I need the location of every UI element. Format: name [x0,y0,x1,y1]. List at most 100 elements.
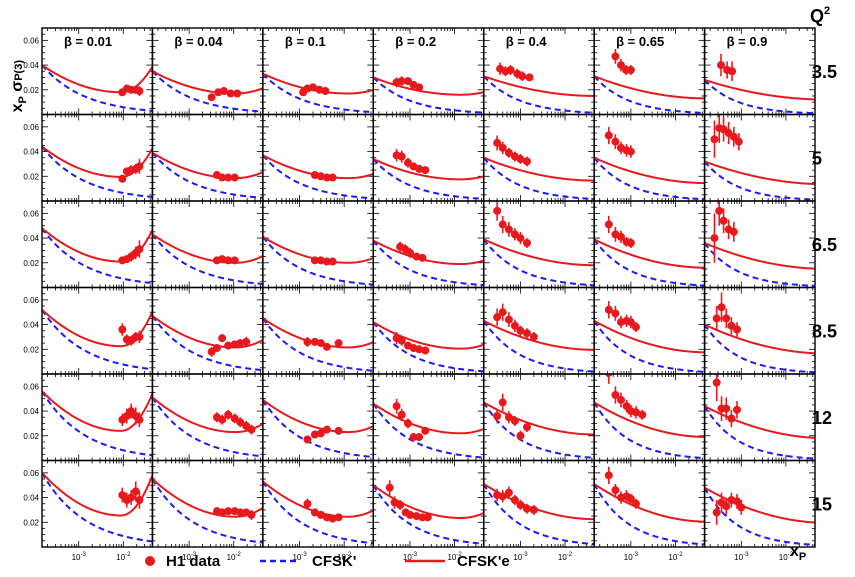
h1-data-point [321,87,330,96]
h1-data-point [727,409,736,428]
h1-data-point [322,342,331,351]
h1-data-point [518,71,527,82]
panel-curves [594,301,705,373]
h1-data-point [397,408,406,421]
cfske-curve [594,319,705,354]
h1-data-point [626,238,635,248]
h1-data-point [506,65,515,75]
panel-curves [704,53,816,115]
y-tick-label: 0.06 [23,469,39,478]
h1-data-point [218,173,227,182]
panel-r4-c2 [262,373,374,462]
h1-data-point [309,83,318,92]
h1-data-point [710,213,719,263]
h1-data-point [516,154,525,164]
h1-data-point [719,208,728,234]
panel-r5-c5 [593,459,706,548]
panel-curves [704,201,816,287]
panel-ticks [262,200,374,288]
legend-label: H1 data [166,553,221,570]
panel-curves [373,480,484,545]
panel-ticks [152,460,263,547]
panel-curves [42,390,153,457]
h1-data-point [510,319,519,332]
panel-curves [704,374,816,460]
cfsk-curve [152,478,263,544]
h1-data-point [316,429,325,438]
x-tick-label: 10-3 [513,552,528,562]
h1-data-point [224,173,233,182]
x-tick-label: 10-3 [624,552,639,562]
h1-data-point [504,222,513,237]
h1-data-point [385,480,394,496]
h1-data-point [522,238,531,248]
cfske-curve [594,156,705,185]
h1-data-point [224,507,233,516]
panel-curves [262,480,374,545]
y-tick-label: 0.02 [23,86,39,95]
legend: H1 data CFSK' CFSK'e [145,553,510,570]
cfsk-curve [594,75,705,114]
cfske-curve [42,390,153,432]
panel-curves [262,72,374,114]
h1-data-point [498,215,507,234]
panel-r2-c3 [372,200,485,289]
panel-ticks [262,460,374,547]
panel-frame [372,113,485,202]
cfske-curve [152,233,263,264]
h1-data-point [529,331,538,342]
h1-data-point [611,49,620,64]
h1-data-point [611,306,620,321]
cfske-curve [483,401,595,436]
cfske-curve [483,75,595,97]
panel-ticks [483,200,595,288]
cfsk-curve [704,242,816,287]
x-axis-label: xP [790,543,806,563]
h1-data-point [611,483,620,497]
panel-r5-c4 [483,459,595,548]
beta-label: β = 0.04 [174,34,223,49]
panel-ticks [42,287,153,374]
h1-data-point [616,58,625,72]
h1-data-point [135,158,144,174]
panel-r4-c4 [483,373,595,462]
h1-data-point [118,174,127,183]
y-tick-label: 0.02 [23,432,39,441]
h1-data-point [522,422,531,433]
beta-label: β = 0.4 [506,34,548,49]
panel-curves [262,399,374,458]
cfske-curve [483,483,595,521]
q2-label: 6.5 [812,235,837,255]
h1-data-point [316,510,325,519]
h1-data-point [131,481,140,502]
x-tick-labels: 10-3 10-2 10-3 10-2 10-3 10-2 10-3 10-2 10-3 10-2… [72,552,794,562]
panel-curves [483,483,595,546]
h1-data-point [504,411,513,424]
panel-r1-c0 [41,113,154,202]
h1-data-point [626,315,635,329]
h1-data-point [616,230,625,244]
panel-curves [373,149,484,200]
h1-data-point [493,135,502,151]
panel-curves [152,396,263,458]
h1-data-point [421,426,430,435]
h1-data-point [247,424,256,435]
y-tick-label: 0.06 [23,382,39,391]
h1-data-point [423,513,432,522]
h1-data-point [310,256,319,265]
y-tick-label: 0.06 [23,36,39,45]
h1-data-point [732,322,741,337]
h1-data-point [392,398,401,414]
h1-data-point [605,374,613,384]
h1-data-point [715,201,724,226]
q2-label: 5 [812,149,822,169]
h1-data-point [207,93,216,102]
panel-frame [151,459,264,548]
cfske-curve [373,321,484,350]
panel-curves [704,486,816,546]
cfsk-curve [373,403,484,459]
legend-item: CFSK'e [405,553,510,570]
h1-data-point [493,201,502,221]
panel-curves [152,151,263,199]
h1-data-point [516,430,525,441]
